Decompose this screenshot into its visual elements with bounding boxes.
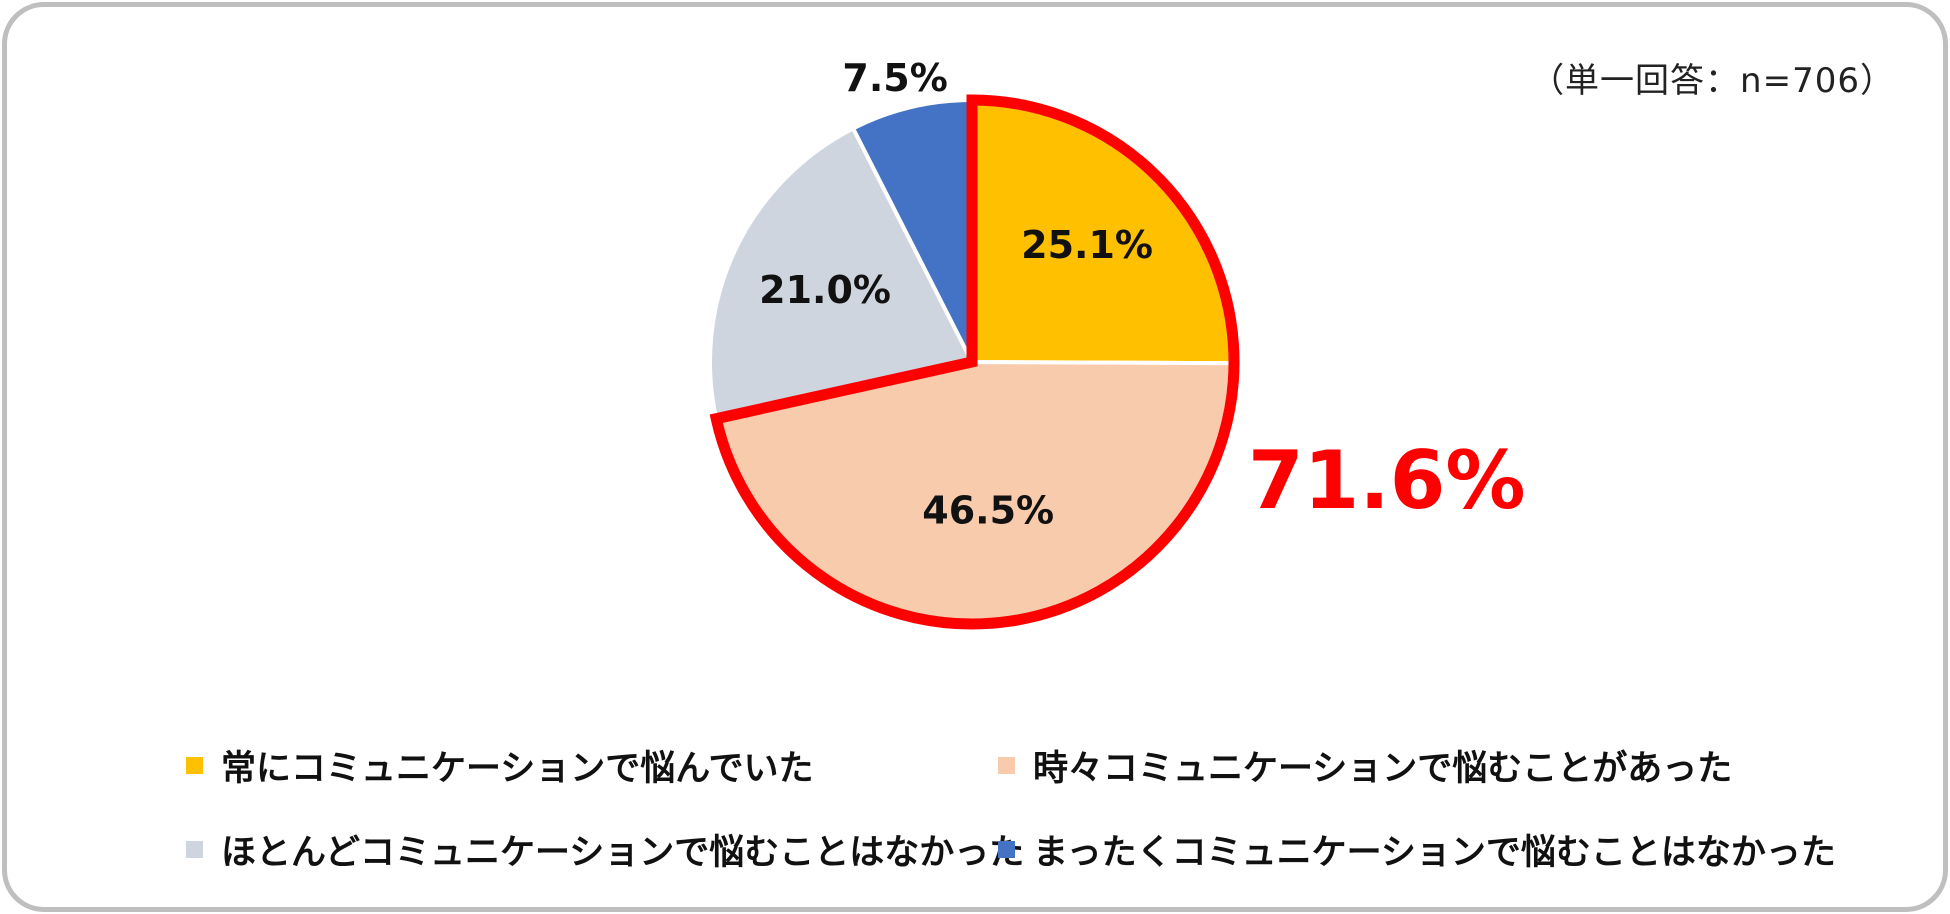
legend-label-sometimes: 時々コミュニケーションで悩むことがあった — [1033, 748, 1733, 789]
legend-item-rarely: ほとんどコミュニケーションで悩むことはなかった — [186, 824, 1024, 874]
legend-swatch-sometimes — [998, 756, 1015, 774]
highlight-total-label: 71.6% — [1248, 434, 1526, 527]
chart-legend: 常にコミュニケーションで悩んでいた 時々コミュニケーションで悩むことがあったほとん… — [186, 740, 1836, 874]
legend-item-always: 常にコミュニケーションで悩んでいた — [186, 740, 998, 790]
legend-swatch-rarely — [186, 840, 203, 858]
data-label-never: 7.5% — [842, 56, 947, 100]
data-label-sometimes: 46.5% — [922, 489, 1054, 533]
pie-slice-rarely — [708, 126, 974, 421]
legend-label-always: 常にコミュニケーションで悩んでいた — [221, 748, 814, 789]
legend-label-never: まったくコミュニケーションで悩むことはなかった — [1033, 832, 1836, 873]
legend-item-sometimes: 時々コミュニケーションで悩むことがあった — [998, 740, 1758, 790]
data-label-always: 25.1% — [1021, 223, 1153, 267]
sample-note: （単一回答：n=706） — [1530, 61, 1895, 101]
legend-swatch-always — [186, 756, 203, 774]
legend-item-never: まったくコミュニケーションで悩むことはなかった — [998, 824, 1836, 874]
legend-label-rarely: ほとんどコミュニケーションで悩むことはなかった — [221, 832, 1025, 873]
highlight-outline — [709, 94, 1240, 630]
legend-swatch-never — [998, 840, 1015, 858]
data-label-rarely: 21.0% — [759, 268, 891, 312]
